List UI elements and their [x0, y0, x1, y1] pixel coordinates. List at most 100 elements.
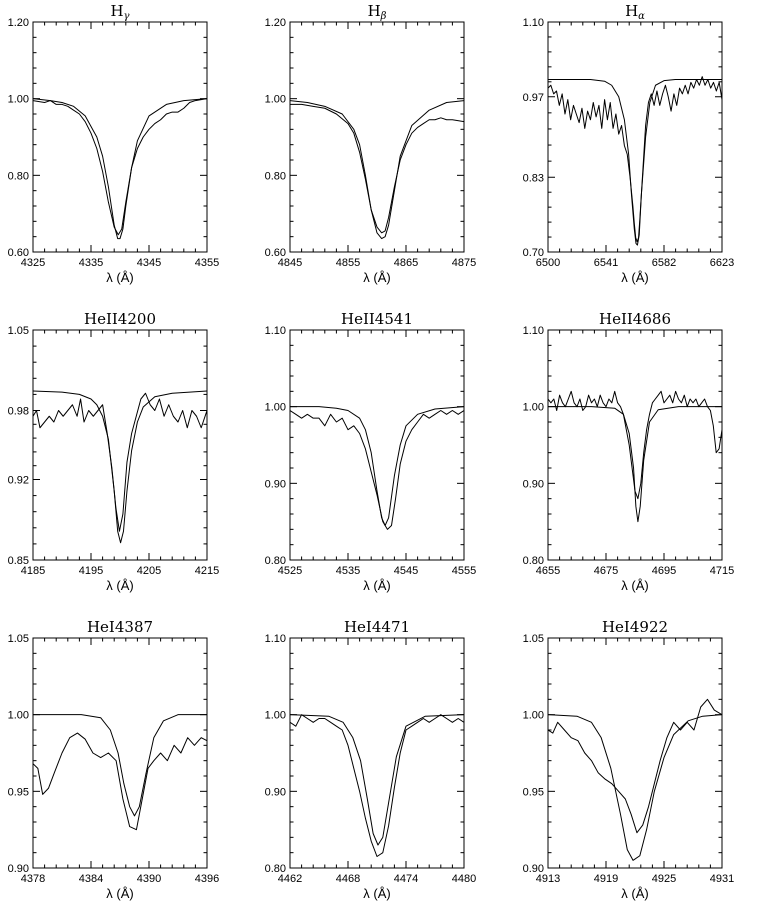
- x-tick-label: 4205: [137, 565, 161, 577]
- observed-spectrum-line: [290, 714, 464, 857]
- panel-title-subscript: γ: [124, 11, 130, 22]
- spectrum-panel-6: 4655 4675 4695 4715 0.80 0.90 1.00 1.10 HeII4686…: [523, 310, 735, 593]
- plot-frame: [289, 637, 465, 869]
- x-tick-label: 4865: [394, 257, 418, 269]
- x-tick-label: 6541: [594, 257, 618, 269]
- y-tick-label: 1.20: [8, 17, 29, 29]
- spectrum-panel-9: 4913 4919 4925 4931 0.90 0.95 1.00 1.05 HeI4922 λ…: [523, 618, 735, 901]
- y-tick-label: 1.05: [523, 633, 544, 645]
- x-tick-label: 4545: [394, 565, 418, 577]
- plot-frame: [289, 329, 465, 561]
- y-tick-label: 0.90: [265, 786, 286, 798]
- x-tick-label: 4462: [278, 873, 302, 885]
- x-tick-label: 4931: [710, 873, 734, 885]
- model-profile-line: [33, 390, 207, 544]
- spectrum-panel-7: 4378 4384 4390 4396 0.90 0.95 1.00 1.05 HeI4387 λ…: [8, 618, 220, 901]
- y-tick-label: 1.05: [8, 325, 29, 337]
- x-tick-label: 4384: [79, 873, 103, 885]
- x-tick-label: 4195: [79, 565, 103, 577]
- y-tick-label: 0.80: [523, 555, 544, 567]
- x-tick-label: 4715: [710, 565, 734, 577]
- x-tick-label: 4185: [21, 565, 45, 577]
- model-profile-line: [548, 714, 722, 861]
- x-tick-label: 4468: [336, 873, 360, 885]
- y-tick-label: 0.85: [8, 555, 29, 567]
- x-tick-label: 4525: [278, 565, 302, 577]
- plot-frame: [32, 637, 208, 869]
- model-profile-line: [33, 714, 207, 817]
- x-tick-label: 4913: [536, 873, 560, 885]
- spectrum-panel-8: 4462 4468 4474 4480 0.80 0.90 1.00 1.10 HeI4471 λ…: [265, 618, 477, 901]
- observed-spectrum-line: [33, 732, 207, 831]
- x-tick-label: 4695: [652, 565, 676, 577]
- x-tick-label: 4655: [536, 565, 560, 577]
- x-tick-label: 4396: [195, 873, 219, 885]
- observed-spectrum-line: [290, 103, 464, 234]
- y-tick-label: 0.90: [265, 478, 286, 490]
- x-axis-label: λ (Å): [621, 886, 648, 901]
- panel-title: HeII4686: [599, 310, 671, 328]
- x-tick-label: 4845: [278, 257, 302, 269]
- x-tick-label: 4474: [394, 873, 418, 885]
- x-axis-label: λ (Å): [363, 886, 390, 901]
- y-tick-label: 1.00: [523, 710, 544, 722]
- y-tick-label: 1.05: [8, 633, 29, 645]
- plot-frame: [32, 21, 208, 253]
- x-axis-label: λ (Å): [106, 886, 133, 901]
- x-tick-label: 4390: [137, 873, 161, 885]
- y-tick-label: 0.80: [265, 170, 286, 182]
- observed-spectrum-line: [548, 76, 722, 243]
- y-tick-label: 0.90: [523, 863, 544, 875]
- y-tick-label: 1.00: [523, 402, 544, 414]
- y-tick-label: 1.00: [265, 402, 286, 414]
- panel-title-subscript: β: [380, 11, 387, 22]
- y-tick-label: 0.95: [8, 786, 29, 798]
- x-tick-label: 4215: [195, 565, 219, 577]
- x-tick-label: 4555: [452, 565, 476, 577]
- y-tick-label: 1.10: [523, 325, 544, 337]
- observed-spectrum-line: [290, 410, 464, 530]
- x-tick-label: 4925: [652, 873, 676, 885]
- y-tick-label: 0.90: [8, 863, 29, 875]
- spectrum-panel-1: 4325 4335 4345 4355 0.60 0.80 1.00 1.20 Hγ λ (Å): [8, 2, 220, 285]
- x-axis-label: λ (Å): [363, 270, 390, 285]
- x-tick-label: 6500: [536, 257, 560, 269]
- panel-title: HeI4922: [602, 618, 668, 636]
- y-tick-label: 1.00: [8, 710, 29, 722]
- observed-spectrum-line: [33, 98, 207, 236]
- x-tick-label: 6623: [710, 257, 734, 269]
- model-profile-line: [548, 406, 722, 523]
- x-axis-label: λ (Å): [363, 578, 390, 593]
- y-tick-label: 0.60: [265, 247, 286, 259]
- y-tick-label: 0.97: [523, 92, 544, 104]
- x-tick-label: 4325: [21, 257, 45, 269]
- panel-title: HeI4387: [87, 618, 153, 636]
- model-profile-line: [290, 714, 464, 846]
- plot-frame: [547, 637, 723, 869]
- x-tick-label: 4855: [336, 257, 360, 269]
- x-tick-label: 4345: [137, 257, 161, 269]
- y-tick-label: 0.80: [265, 555, 286, 567]
- plot-frame: [32, 329, 208, 561]
- y-tick-label: 0.83: [523, 172, 544, 184]
- x-axis-label: λ (Å): [106, 578, 133, 593]
- observed-spectrum-line: [548, 390, 722, 500]
- x-tick-label: 4355: [195, 257, 219, 269]
- model-profile-line: [33, 98, 207, 240]
- y-tick-label: 1.00: [265, 710, 286, 722]
- x-tick-label: 4535: [336, 565, 360, 577]
- y-tick-label: 1.00: [8, 94, 29, 106]
- x-tick-label: 4480: [452, 873, 476, 885]
- panel-title: Hγ: [110, 2, 129, 22]
- x-tick-label: 4335: [79, 257, 103, 269]
- model-profile-line: [290, 406, 464, 526]
- plot-frame: [289, 21, 465, 253]
- x-axis-label: λ (Å): [106, 270, 133, 285]
- y-tick-label: 0.70: [523, 247, 544, 259]
- panel-title: HeII4541: [341, 310, 413, 328]
- y-tick-label: 0.90: [523, 478, 544, 490]
- plot-frame: [547, 329, 723, 561]
- y-tick-label: 0.92: [8, 475, 29, 487]
- spectrum-panel-4: 4185 4195 4205 4215 0.85 0.92 0.98 1.05 HeII4200…: [8, 310, 220, 593]
